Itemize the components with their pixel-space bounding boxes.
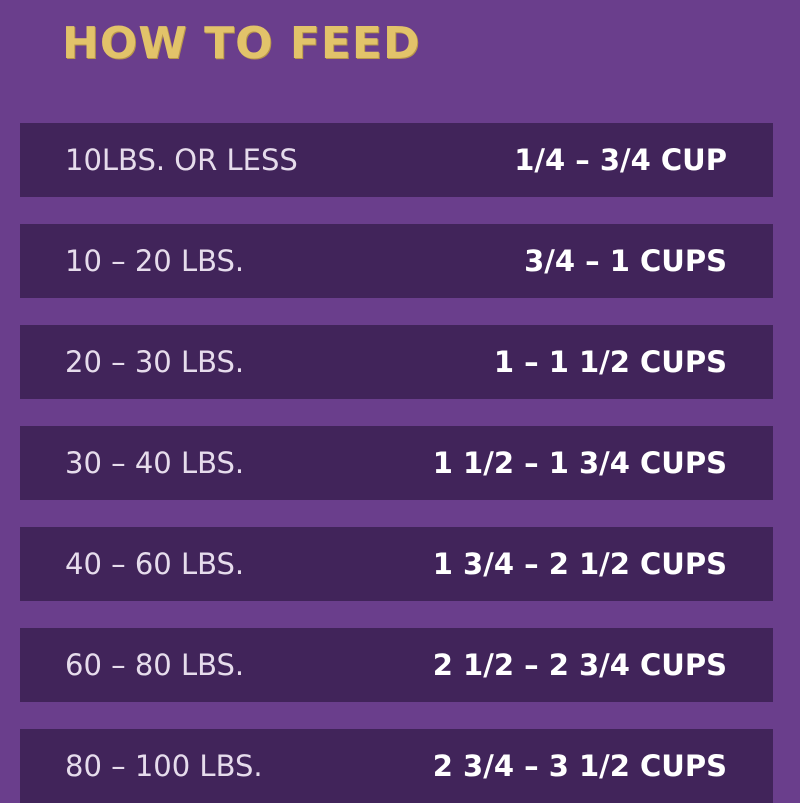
feeding-amount: 1/4 – 3/4 CUP bbox=[514, 143, 727, 177]
weight-range: 20 – 30 LBS. bbox=[65, 345, 245, 379]
weight-range: 10 – 20 LBS. bbox=[65, 244, 245, 278]
table-row: 60 – 80 LBS. 2 1/2 – 2 3/4 CUPS bbox=[20, 628, 773, 702]
weight-range: 10LBS. OR LESS bbox=[65, 143, 298, 177]
table-row: 20 – 30 LBS. 1 – 1 1/2 CUPS bbox=[20, 325, 773, 399]
feeding-amount: 2 1/2 – 2 3/4 CUPS bbox=[432, 648, 727, 682]
table-row: 10LBS. OR LESS 1/4 – 3/4 CUP bbox=[20, 123, 773, 197]
feeding-amount: 1 3/4 – 2 1/2 CUPS bbox=[432, 547, 727, 581]
feeding-amount: 2 3/4 – 3 1/2 CUPS bbox=[432, 749, 727, 783]
feeding-amount: 3/4 – 1 CUPS bbox=[524, 244, 727, 278]
feeding-amount: 1 1/2 – 1 3/4 CUPS bbox=[432, 446, 727, 480]
weight-range: 80 – 100 LBS. bbox=[65, 749, 263, 783]
weight-range: 40 – 60 LBS. bbox=[65, 547, 245, 581]
table-row: 10 – 20 LBS. 3/4 – 1 CUPS bbox=[20, 224, 773, 298]
table-row: 40 – 60 LBS. 1 3/4 – 2 1/2 CUPS bbox=[20, 527, 773, 601]
weight-range: 30 – 40 LBS. bbox=[65, 446, 245, 480]
feeding-amount: 1 – 1 1/2 CUPS bbox=[493, 345, 727, 379]
table-row: 80 – 100 LBS. 2 3/4 – 3 1/2 CUPS bbox=[20, 729, 773, 803]
weight-range: 60 – 80 LBS. bbox=[65, 648, 245, 682]
table-row: 30 – 40 LBS. 1 1/2 – 1 3/4 CUPS bbox=[20, 426, 773, 500]
title: HOW TO FEED bbox=[62, 18, 421, 69]
